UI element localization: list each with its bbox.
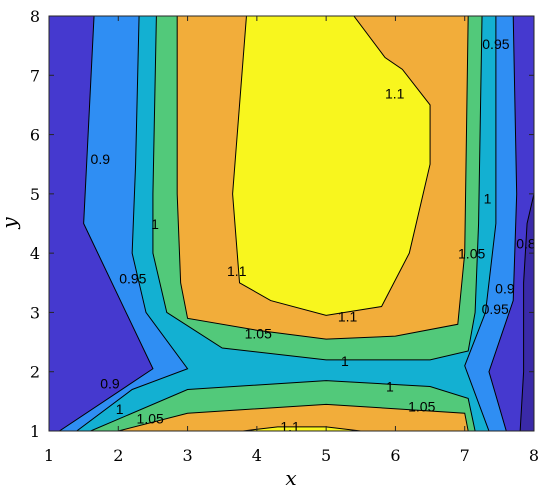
contour-label: 1.05	[408, 399, 435, 415]
contour-label: 1.1	[385, 86, 405, 102]
contour-label: 1.05	[137, 410, 164, 426]
contour-region	[232, 16, 431, 316]
y-tick-label: 6	[30, 126, 40, 145]
contour-label: 1	[386, 378, 394, 394]
plot-area: 0.9 1 0.95 1.1 1.05 1.1 1 0.9 1 1.05 1.1 1 1.05 0.95 0…	[49, 16, 543, 435]
contour-label: 1.1	[227, 263, 247, 279]
contour-label: 0.95	[482, 36, 509, 52]
contour-region	[118, 403, 469, 431]
x-tick-label: 8	[529, 446, 539, 465]
contour-label: 0.9	[495, 281, 515, 297]
overlay: 1 2 3 4 5 6 7 8 1 2 3 4 5 6 7 8	[30, 7, 539, 465]
y-axis-label: y	[0, 217, 21, 230]
contour-label: 1	[341, 353, 349, 369]
x-tick-label: 5	[321, 446, 331, 465]
contour-label: 1.05	[245, 326, 272, 342]
contour-label: 1	[484, 190, 492, 206]
y-tick-label: 4	[30, 244, 40, 263]
y-tick-label: 7	[30, 66, 40, 85]
x-tick-label: 3	[182, 446, 192, 465]
x-axis-label: x	[285, 466, 296, 490]
contour-label: 1.1	[338, 308, 358, 324]
contour-label: 1	[151, 216, 159, 232]
contour-label: 1.05	[458, 246, 485, 262]
y-tick-label: 8	[30, 7, 40, 26]
contour-label: 0.9	[100, 375, 120, 391]
y-tick-label: 5	[30, 185, 40, 204]
x-tick-label: 4	[252, 446, 262, 465]
y-tick-label: 3	[30, 303, 40, 322]
plot-frame	[48, 15, 535, 432]
x-tick-label: 1	[44, 446, 54, 465]
contour-label: 0.95	[119, 271, 146, 287]
contour-label: 1	[116, 401, 124, 417]
contour-label: 0.85	[516, 236, 543, 252]
x-tick-label: 2	[113, 446, 123, 465]
contour-label: 0.95	[482, 301, 509, 317]
x-tick-label: 6	[390, 446, 400, 465]
y-tick-label: 1	[30, 422, 40, 441]
y-tick-label: 2	[30, 363, 40, 382]
x-tick-label: 7	[460, 446, 470, 465]
contour-label: 1.1	[280, 419, 300, 435]
contour-label: 0.9	[91, 151, 111, 167]
